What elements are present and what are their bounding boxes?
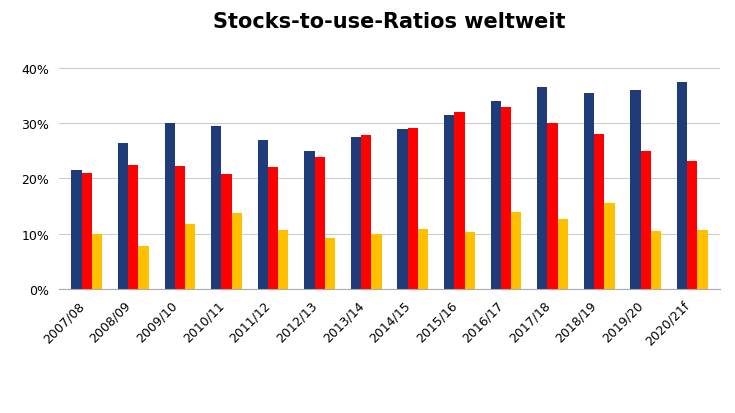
Legend: Weizen, Mais, Soja: Weizen, Mais, Soja	[281, 411, 498, 413]
Bar	[185, 224, 196, 289]
Bar	[698, 230, 708, 289]
Bar	[537, 88, 548, 289]
Bar	[511, 212, 521, 289]
Bar	[604, 204, 614, 289]
Bar	[371, 234, 381, 289]
Bar	[641, 152, 651, 289]
Bar	[165, 124, 175, 289]
Bar	[631, 91, 641, 289]
Bar	[558, 219, 568, 289]
Bar	[268, 168, 279, 289]
Bar	[71, 171, 82, 289]
Bar	[211, 127, 221, 289]
Bar	[118, 143, 128, 289]
Bar	[258, 140, 268, 289]
Bar	[444, 116, 454, 289]
Bar	[398, 129, 408, 289]
Title: Stocks-to-use-Ratios weltweit: Stocks-to-use-Ratios weltweit	[213, 12, 566, 31]
Bar	[465, 233, 475, 289]
Bar	[651, 231, 662, 289]
Bar	[232, 213, 242, 289]
Bar	[138, 246, 148, 289]
Bar	[279, 230, 288, 289]
Bar	[418, 230, 429, 289]
Bar	[687, 161, 698, 289]
Bar	[491, 102, 501, 289]
Bar	[221, 175, 232, 289]
Bar	[315, 158, 325, 289]
Bar	[454, 113, 465, 289]
Bar	[304, 152, 315, 289]
Bar	[408, 128, 418, 289]
Bar	[92, 234, 102, 289]
Bar	[501, 107, 511, 289]
Bar	[82, 173, 92, 289]
Bar	[325, 238, 335, 289]
Bar	[677, 83, 687, 289]
Bar	[351, 138, 361, 289]
Bar	[128, 165, 138, 289]
Bar	[584, 94, 594, 289]
Bar	[594, 135, 604, 289]
Bar	[175, 167, 185, 289]
Bar	[548, 124, 558, 289]
Bar	[361, 136, 371, 289]
